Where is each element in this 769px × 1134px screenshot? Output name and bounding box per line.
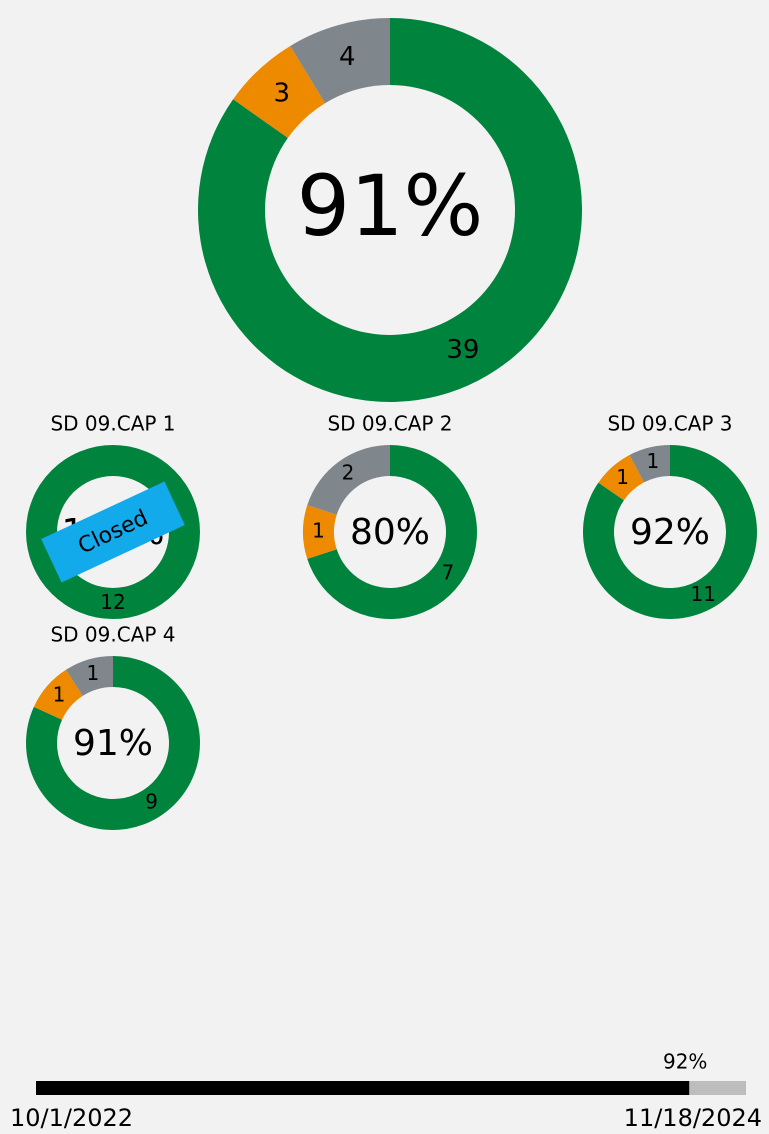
donut-segment [290, 18, 390, 104]
segment-label: 7 [441, 561, 454, 585]
donut-segment [583, 445, 757, 619]
segment-label: 9 [145, 790, 158, 814]
segment-label: 1 [86, 661, 99, 685]
donut-title: SD 09.CAP 4 [50, 623, 175, 647]
donut-segment [33, 669, 83, 720]
segment-label: 12 [100, 590, 125, 614]
center-label: 80% [350, 512, 430, 553]
donut-title: SD 09.CAP 3 [607, 412, 732, 436]
segment-label: 3 [274, 79, 291, 109]
donut-title: SD 09.CAP 2 [327, 412, 452, 436]
donut-segment [307, 445, 477, 619]
center-label: 92% [630, 512, 710, 553]
donut-segment [65, 656, 113, 696]
segment-label: 1 [312, 519, 325, 543]
progress-label: 92% [663, 1050, 707, 1074]
segment-label: 4 [339, 42, 356, 72]
donut-segment [307, 445, 390, 515]
end-date: 11/18/2024 [624, 1104, 762, 1132]
start-date: 10/1/2022 [10, 1104, 133, 1132]
donut-segment [198, 18, 582, 402]
donut-segment [233, 45, 326, 138]
donut-segment [303, 505, 337, 559]
segment-label: 2 [342, 461, 355, 485]
progress-bar [36, 1081, 690, 1095]
segment-label: 39 [446, 335, 479, 365]
segment-label: 1 [616, 465, 629, 489]
donut-segment [629, 445, 670, 483]
center-label: 91% [297, 157, 484, 255]
center-label: 91% [73, 723, 153, 764]
segment-label: 1 [53, 683, 66, 707]
donut-segment [598, 454, 644, 501]
donut-title: SD 09.CAP 1 [50, 412, 175, 436]
segment-label: 11 [691, 582, 716, 606]
segment-label: 1 [647, 449, 660, 473]
donut-segment [26, 656, 201, 830]
badge-background [41, 481, 185, 583]
